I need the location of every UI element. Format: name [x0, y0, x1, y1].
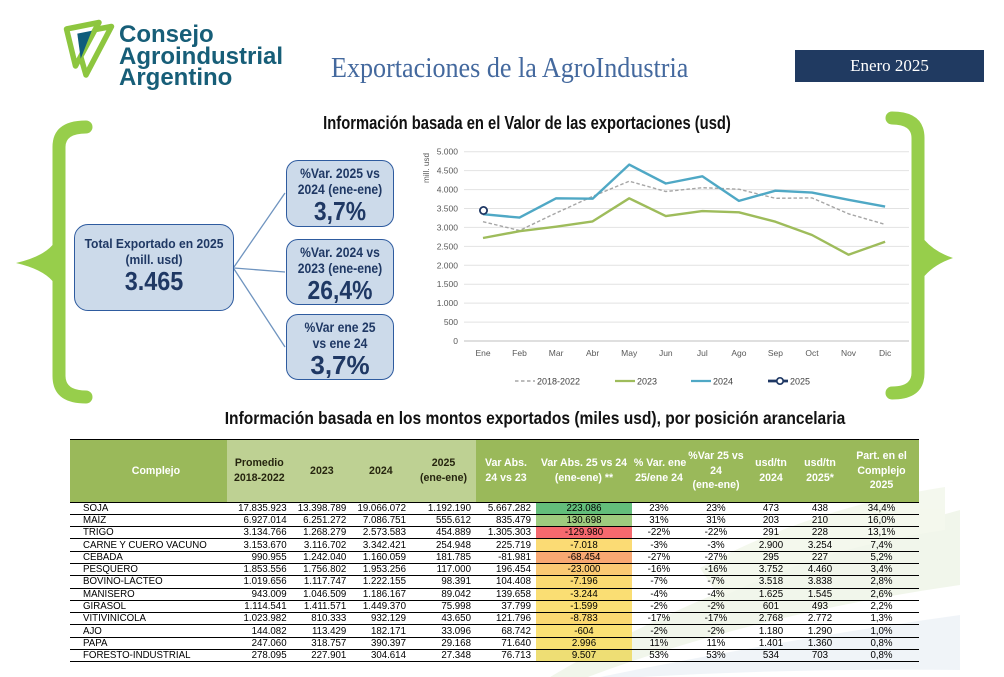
svg-text:mill. usd: mill. usd [422, 153, 431, 183]
svg-text:Oct: Oct [805, 348, 819, 358]
svg-text:Jul: Jul [697, 348, 708, 358]
svg-text:2023: 2023 [637, 377, 657, 387]
svg-text:1.000: 1.000 [437, 298, 459, 308]
svg-text:Sep: Sep [768, 348, 783, 358]
svg-text:3.000: 3.000 [437, 222, 459, 232]
svg-text:Feb: Feb [512, 348, 527, 358]
svg-text:Ago: Ago [731, 348, 746, 358]
svg-text:4.500: 4.500 [437, 166, 459, 176]
svg-text:Nov: Nov [841, 348, 857, 358]
svg-text:500: 500 [444, 317, 458, 327]
svg-text:5.000: 5.000 [437, 147, 459, 157]
svg-text:2.500: 2.500 [437, 241, 459, 251]
svg-text:2025: 2025 [790, 377, 810, 387]
svg-text:1.500: 1.500 [437, 279, 459, 289]
svg-text:Jun: Jun [659, 348, 673, 358]
svg-text:Mar: Mar [549, 348, 564, 358]
svg-text:Abr: Abr [586, 348, 599, 358]
svg-text:Dic: Dic [879, 348, 892, 358]
svg-text:0: 0 [453, 336, 458, 346]
svg-text:2.000: 2.000 [437, 260, 459, 270]
svg-text:2024: 2024 [713, 377, 733, 387]
svg-text:3.500: 3.500 [437, 204, 459, 214]
svg-text:May: May [621, 348, 638, 358]
svg-text:2018-2022: 2018-2022 [537, 377, 580, 387]
svg-text:Ene: Ene [475, 348, 490, 358]
svg-text:4.000: 4.000 [437, 185, 459, 195]
